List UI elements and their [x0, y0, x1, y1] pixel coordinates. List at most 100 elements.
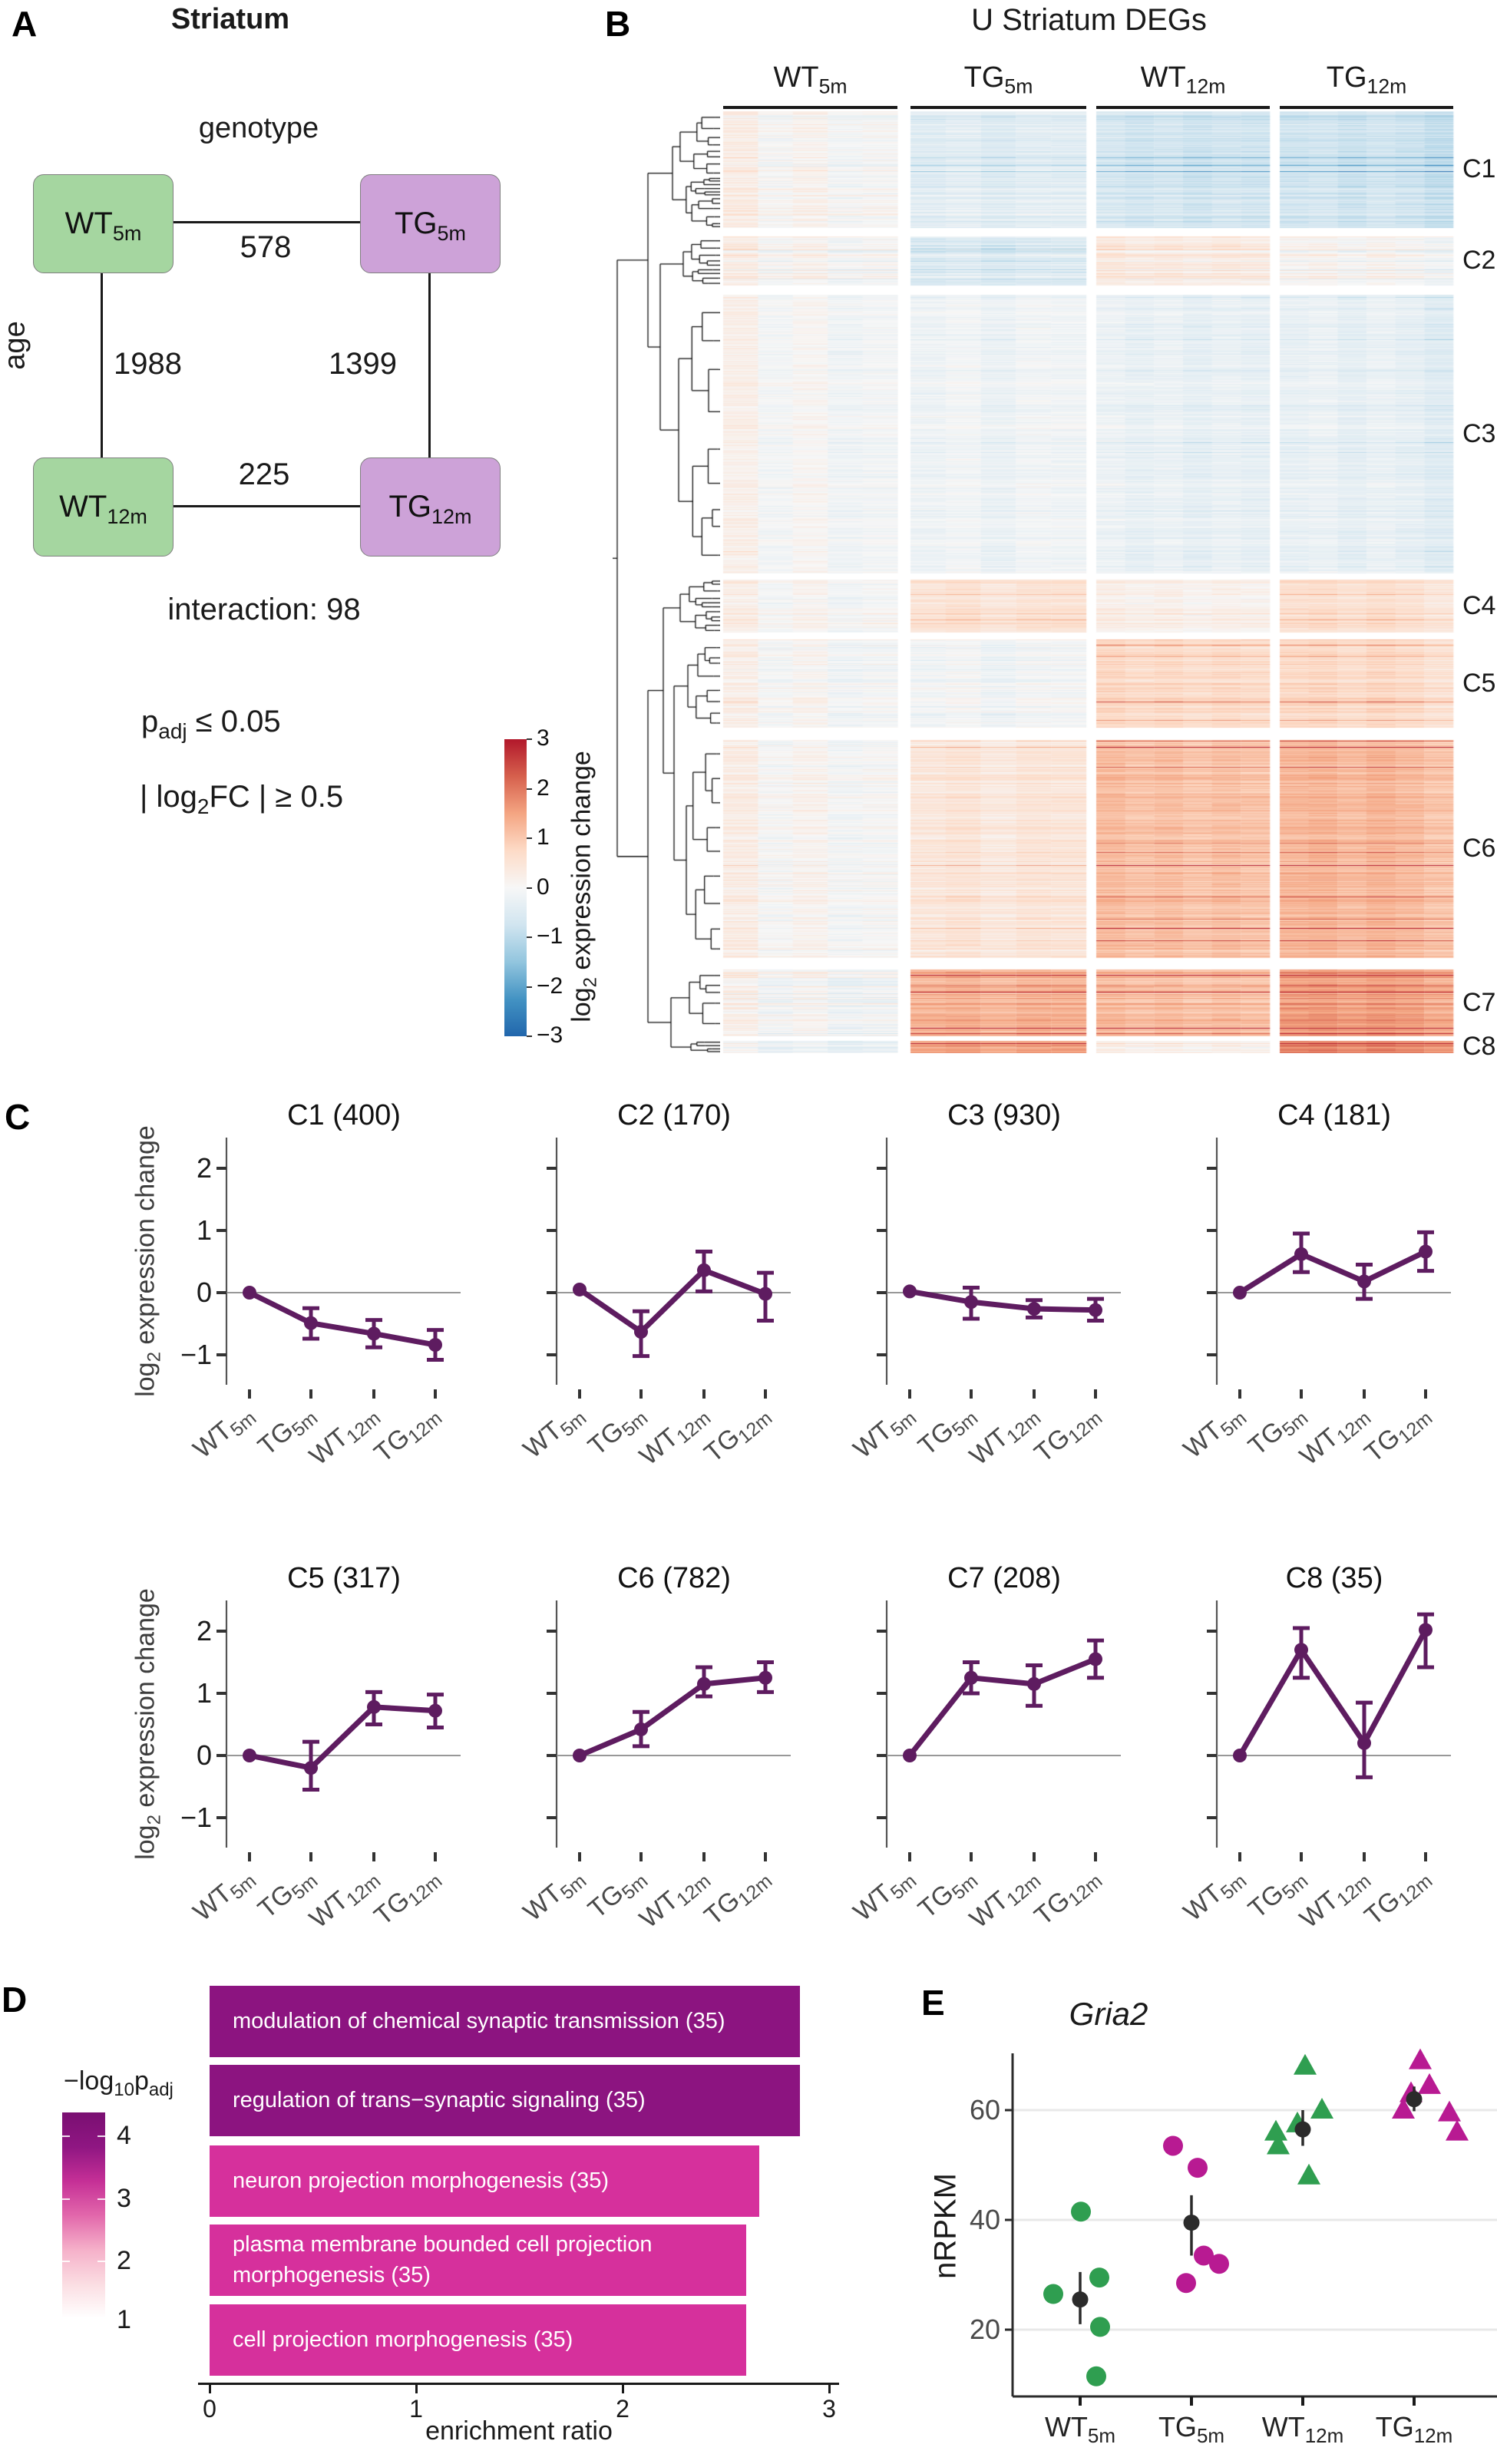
- x-tick-label: TG12m: [699, 1861, 776, 1934]
- scatter-element: WT12m: [1262, 2411, 1344, 2447]
- x-tick-label: WT12m: [304, 1399, 385, 1474]
- edge-bottom: [172, 505, 360, 507]
- x-tick-label: TG12m: [699, 1399, 776, 1471]
- svg-text:C8 (35): C8 (35): [1286, 1562, 1383, 1594]
- panel-d-axis-tick: [415, 2383, 418, 2393]
- x-tick-label: TG12m: [1359, 1861, 1436, 1934]
- scatter-element: [1297, 2163, 1320, 2185]
- x-tick-label: WT12m: [304, 1861, 385, 1937]
- panel-d-axis-tick-label: 0: [203, 2395, 216, 2423]
- gria2-scatter-plot: 20 40 60 WT5m TG5m WT12m TG12m: [970, 2048, 1497, 2447]
- heatmap-col-underline: [910, 106, 1086, 109]
- panel-b-label: B: [605, 4, 631, 44]
- scatter-element: [1176, 2273, 1196, 2294]
- interaction-count: interaction: 98: [167, 593, 361, 626]
- deg-count-right: 1399: [329, 347, 397, 381]
- panel-d-axis-tick: [622, 2383, 624, 2393]
- node-tg5m: TG5m: [360, 174, 501, 273]
- panel-b-title: U Striatum DEGs: [971, 3, 1207, 37]
- panel-c-label: C: [5, 1097, 31, 1137]
- colorbar-tick-mark: [527, 887, 532, 889]
- svg-text:0: 0: [197, 1739, 212, 1771]
- scatter-element: [1183, 2215, 1200, 2231]
- legend-tick-dash: [62, 2135, 70, 2137]
- panel-d-axis-tick: [828, 2383, 831, 2393]
- panel-d-axis-tick-label: 2: [616, 2395, 630, 2423]
- x-tick-label: TG12m: [368, 1861, 446, 1934]
- cluster-label-c3: C3: [1462, 418, 1496, 448]
- panel-e-label: E: [921, 1983, 945, 2023]
- cluster-label-c5: C5: [1462, 668, 1496, 698]
- scatter-element: 40: [970, 2204, 1000, 2235]
- cluster-label-c6: C6: [1462, 834, 1496, 863]
- scatter-element: [1071, 2201, 1091, 2222]
- legend-tick-label: 4: [117, 2121, 131, 2150]
- legend-tick-dash: [97, 2320, 105, 2321]
- colorbar-tick-label: 0: [537, 874, 550, 900]
- scatter-element: [1294, 2121, 1311, 2138]
- logfc-threshold: | log2FC | ≥ 0.5: [140, 780, 344, 818]
- colorbar-tick-label: −2: [537, 973, 563, 999]
- legend-tick-dash: [97, 2261, 105, 2262]
- svg-text:2: 2: [197, 1152, 212, 1184]
- heatmap-colorbar: [504, 739, 527, 1036]
- x-tick-label: WT5m: [518, 1861, 591, 1930]
- padj-threshold: padj ≤ 0.05: [141, 705, 281, 743]
- svg-text:0: 0: [197, 1277, 212, 1308]
- x-tick-label: WT5m: [518, 1399, 591, 1467]
- heatmap-col-header-tg5m: TG5m: [963, 61, 1033, 98]
- cluster-label-c2: C2: [1462, 246, 1496, 275]
- svg-text:1: 1: [197, 1677, 212, 1709]
- svg-text:C4 (181): C4 (181): [1277, 1099, 1391, 1131]
- scatter-element: [1089, 2267, 1109, 2288]
- colorbar-tick-mark: [527, 936, 532, 938]
- legend-tick-dash: [62, 2261, 70, 2262]
- node-tg12m: TG12m: [360, 457, 501, 557]
- svg-text:1: 1: [197, 1214, 212, 1246]
- genotype-axis-label: genotype: [198, 112, 319, 144]
- go-term-bar-1: modulation of chemical synaptic transmis…: [210, 1986, 801, 2057]
- x-tick-label: WT12m: [964, 1399, 1045, 1474]
- panel-d-axis-tick-label: 1: [409, 2395, 423, 2423]
- go-term-bar-3: neuron projection morphogenesis (35): [210, 2145, 759, 2217]
- heatmap-col-underline: [723, 106, 897, 109]
- legend-tick-dash: [62, 2320, 70, 2321]
- scatter-element: TG12m: [1376, 2411, 1453, 2447]
- legend-tick-dash: [62, 2198, 70, 2200]
- panel-d-label: D: [2, 1980, 28, 2020]
- colorbar-tick-label: 2: [537, 775, 550, 801]
- scatter-element: [1446, 2119, 1469, 2141]
- deg-count-bottom: 225: [238, 457, 290, 491]
- scatter-element: [1072, 2291, 1089, 2308]
- heatmap-col-header-tg12m: TG12m: [1326, 61, 1407, 98]
- scatter-element: [1209, 2254, 1229, 2274]
- cluster-label-c4: C4: [1462, 590, 1496, 620]
- scatter-element: 60: [970, 2094, 1000, 2125]
- svg-text:C7 (208): C7 (208): [947, 1562, 1061, 1594]
- panel-a-label: A: [12, 4, 38, 44]
- svg-text:−1: −1: [180, 1339, 212, 1370]
- panel-d-xlabel: enrichment ratio: [425, 2416, 613, 2446]
- node-wt5m: WT5m: [33, 174, 173, 273]
- scatter-element: 20: [970, 2314, 1000, 2345]
- x-tick-label: TG12m: [1029, 1399, 1106, 1471]
- heatmap-col-underline: [1096, 106, 1270, 109]
- svg-text:2: 2: [197, 1615, 212, 1647]
- dendrogram: [613, 111, 720, 1053]
- colorbar-tick-mark: [527, 1035, 532, 1037]
- cluster-label-c1: C1: [1462, 154, 1496, 183]
- legend-tick-dash: [97, 2135, 105, 2137]
- scatter-element: [1294, 2053, 1317, 2075]
- scatter-element: [1194, 2245, 1214, 2266]
- scatter-element: TG5m: [1158, 2411, 1224, 2447]
- heatmap-canvas: [720, 111, 1457, 1053]
- scatter-element: [1090, 2317, 1110, 2337]
- edge-right: [428, 272, 431, 457]
- colorbar-tick-mark: [527, 837, 532, 839]
- legend-tick-dash: [97, 2198, 105, 2200]
